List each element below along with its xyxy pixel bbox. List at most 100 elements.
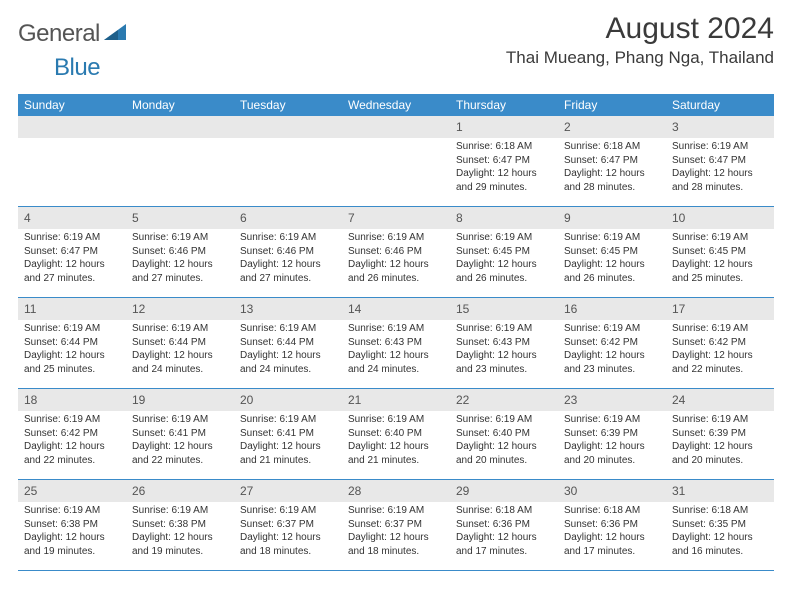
day-content: Sunrise: 6:19 AMSunset: 6:39 PMDaylight:… [666,411,774,479]
day-number-row [234,116,342,138]
day-number-row: 13 [234,298,342,320]
day-info-line: and 17 minutes. [456,545,552,559]
day-number: 16 [564,302,577,316]
day-number [24,120,27,134]
day-cell: 18Sunrise: 6:19 AMSunset: 6:42 PMDayligh… [18,389,126,479]
day-info-line: Sunrise: 6:19 AM [132,322,228,336]
day-info-line: and 24 minutes. [132,363,228,377]
day-info-line: Sunrise: 6:19 AM [564,231,660,245]
day-number: 17 [672,302,685,316]
day-cell [342,116,450,206]
day-info-line: Sunset: 6:44 PM [240,336,336,350]
day-cell: 13 Sunrise: 6:19 AMSunset: 6:44 PMDayligh… [234,298,342,388]
day-number: 10 [672,211,685,225]
day-content: Sunrise: 6:19 AMSunset: 6:38 PMDaylight:… [126,502,234,570]
day-content: Sunrise: 6:18 AMSunset: 6:36 PMDaylight:… [558,502,666,570]
day-content: Sunrise: 6:18 AMSunset: 6:35 PMDaylight:… [666,502,774,570]
day-info-line: and 21 minutes. [348,454,444,468]
day-number-row [18,116,126,138]
day-info-line: and 18 minutes. [240,545,336,559]
day-info-line: Sunrise: 6:19 AM [672,140,768,154]
day-info-line: Sunset: 6:42 PM [564,336,660,350]
day-info-line: Sunset: 6:41 PM [240,427,336,441]
day-content [126,138,234,206]
day-number: 24 [672,393,685,407]
day-info-line: Sunset: 6:41 PM [132,427,228,441]
day-number-row: 24 [666,389,774,411]
day-info-line: and 27 minutes. [24,272,120,286]
week-row: 25Sunrise: 6:19 AMSunset: 6:38 PMDayligh… [18,480,774,571]
day-content: Sunrise: 6:19 AMSunset: 6:47 PMDaylight:… [18,229,126,297]
day-info-line: Sunset: 6:35 PM [672,518,768,532]
day-info-line: Daylight: 12 hours [240,349,336,363]
day-info-line: and 22 minutes. [24,454,120,468]
day-info-line: Sunset: 6:38 PM [24,518,120,532]
day-content: Sunrise: 6:19 AMSunset: 6:43 PMDaylight:… [450,320,558,388]
day-info-line: and 19 minutes. [24,545,120,559]
day-info-line: Daylight: 12 hours [672,349,768,363]
day-info-line: Sunrise: 6:19 AM [348,504,444,518]
day-number: 29 [456,484,469,498]
day-info-line: Sunset: 6:40 PM [456,427,552,441]
day-info-line: Daylight: 12 hours [24,258,120,272]
day-number-row: 12 [126,298,234,320]
day-cell: 30Sunrise: 6:18 AMSunset: 6:36 PMDayligh… [558,480,666,570]
day-info-line: Daylight: 12 hours [564,440,660,454]
day-info-line: Sunrise: 6:19 AM [240,504,336,518]
day-info-line: Sunset: 6:40 PM [348,427,444,441]
day-info-line: Sunset: 6:47 PM [564,154,660,168]
day-content [342,138,450,206]
week-row: 1Sunrise: 6:18 AMSunset: 6:47 PMDaylight… [18,116,774,207]
day-cell: 9Sunrise: 6:19 AMSunset: 6:45 PMDaylight… [558,207,666,297]
day-info-line: Sunrise: 6:19 AM [24,413,120,427]
day-info-line: Sunrise: 6:19 AM [564,322,660,336]
day-content: Sunrise: 6:19 AMSunset: 6:41 PMDaylight:… [234,411,342,479]
day-info-line: and 23 minutes. [564,363,660,377]
day-content: Sunrise: 6:19 AMSunset: 6:43 PMDaylight:… [342,320,450,388]
day-info-line: Daylight: 12 hours [456,349,552,363]
day-number: 23 [564,393,577,407]
day-info-line: Sunset: 6:46 PM [348,245,444,259]
day-info-line: and 20 minutes. [672,454,768,468]
day-info-line: Sunrise: 6:19 AM [240,322,336,336]
day-number: 11 [24,302,36,316]
day-number-row: 2 [558,116,666,138]
day-content: Sunrise: 6:19 AMSunset: 6:41 PMDaylight:… [126,411,234,479]
day-info-line: Sunset: 6:44 PM [132,336,228,350]
day-info-line: and 26 minutes. [348,272,444,286]
day-number-row: 30 [558,480,666,502]
day-number: 22 [456,393,469,407]
day-info-line: Daylight: 12 hours [132,258,228,272]
day-number [240,120,243,134]
day-info-line: Sunrise: 6:18 AM [672,504,768,518]
day-cell: 22Sunrise: 6:19 AMSunset: 6:40 PMDayligh… [450,389,558,479]
day-number-row: 8 [450,207,558,229]
day-content: Sunrise: 6:19 AMSunset: 6:46 PMDaylight:… [342,229,450,297]
weekday-header: Tuesday [234,94,342,116]
day-number-row: 4 [18,207,126,229]
day-info-line: Sunrise: 6:19 AM [132,413,228,427]
weekday-header: Monday [126,94,234,116]
day-number: 13 [240,302,253,316]
day-info-line: and 23 minutes. [456,363,552,377]
day-info-line: Sunset: 6:46 PM [240,245,336,259]
day-info-line: and 26 minutes. [564,272,660,286]
day-info-line: Daylight: 12 hours [240,440,336,454]
day-info-line: Sunset: 6:37 PM [348,518,444,532]
day-number: 14 [348,302,361,316]
day-cell: 26Sunrise: 6:19 AMSunset: 6:38 PMDayligh… [126,480,234,570]
day-number: 7 [348,211,355,225]
day-number-row: 1 [450,116,558,138]
day-info-line: Daylight: 12 hours [24,349,120,363]
day-info-line: Daylight: 12 hours [564,258,660,272]
day-content: Sunrise: 6:19 AMSunset: 6:37 PMDaylight:… [234,502,342,570]
calendar-page: General August 2024 Thai Mueang, Phang N… [0,0,792,571]
day-cell: 20Sunrise: 6:19 AMSunset: 6:41 PMDayligh… [234,389,342,479]
logo: General [18,20,128,48]
day-number [348,120,351,134]
day-info-line: Daylight: 12 hours [348,531,444,545]
day-cell: 2Sunrise: 6:18 AMSunset: 6:47 PMDaylight… [558,116,666,206]
weekday-header: Wednesday [342,94,450,116]
day-info-line: Sunrise: 6:19 AM [672,413,768,427]
day-cell [234,116,342,206]
